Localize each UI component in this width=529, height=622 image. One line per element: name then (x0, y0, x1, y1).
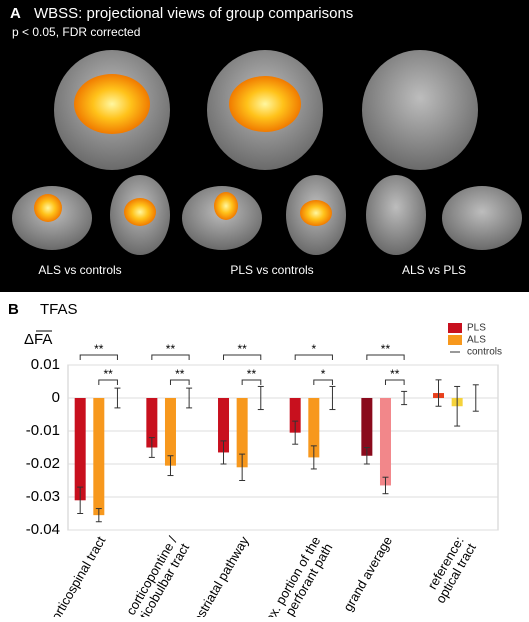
caption: ALS vs controls (38, 263, 121, 277)
bar (74, 398, 86, 501)
error-bar (472, 384, 479, 412)
error-bar (257, 385, 264, 411)
caption: PLS vs controls (230, 263, 313, 277)
bar (379, 398, 391, 486)
panel-letter: B (8, 301, 19, 318)
x-tick-line: grand average (340, 534, 395, 614)
error-bar (95, 508, 102, 523)
caption: ALS vs PLS (402, 263, 466, 277)
error-bar (401, 390, 408, 406)
significance-bracket (169, 379, 190, 385)
error-bar (382, 476, 389, 495)
bar (218, 398, 230, 453)
error-bar (435, 379, 442, 407)
bar (361, 398, 373, 456)
y-tick-label: -0.02 (26, 455, 60, 472)
error-bar (292, 420, 299, 445)
x-tick-label: corticospinal tract (45, 533, 109, 622)
significance-label: ** (381, 342, 391, 356)
significance-bracket (151, 354, 190, 360)
x-tick-label: corticopontine /corticobulbar tract (123, 533, 192, 622)
significance-label: * (321, 367, 326, 381)
y-tick-label: -0.04 (26, 521, 60, 538)
legend-swatch (448, 335, 462, 345)
bar (308, 398, 320, 458)
legend-label: controls (467, 347, 502, 358)
significance-bracket (313, 379, 333, 385)
x-tick-line: corticospinal tract (45, 533, 109, 617)
plot-frame (67, 364, 499, 531)
significance-label: ** (94, 342, 104, 356)
significance-label: ** (175, 367, 185, 381)
chart-title: TFAS (40, 301, 78, 318)
y-tick-label: 0 (52, 389, 60, 406)
x-tick-label: reference:optical tract (424, 534, 479, 606)
bar (164, 398, 176, 466)
significance-bracket (294, 354, 333, 360)
error-bar (77, 486, 84, 514)
legend-label: PLS (467, 323, 486, 334)
significance-label: * (311, 342, 316, 356)
significance-bracket (223, 354, 262, 360)
y-tick-label: -0.03 (26, 488, 60, 505)
panel-letter: A (10, 5, 21, 22)
error-bar (329, 385, 336, 411)
significance-bracket (384, 379, 405, 385)
error-bar (454, 385, 461, 427)
error-bar (114, 387, 121, 409)
bar (236, 398, 248, 468)
significance-label: ** (247, 367, 257, 381)
significance-label: ** (166, 342, 176, 356)
significance-bracket (98, 379, 118, 385)
error-bar (363, 447, 370, 465)
panel-title: WBSS: projectional views of group compar… (34, 5, 353, 22)
significance-bracket (241, 379, 262, 385)
significance-bracket (79, 354, 118, 360)
error-bar (148, 437, 155, 458)
panel-subtitle: p < 0.05, FDR corrected (12, 25, 140, 39)
significance-label: ** (103, 367, 113, 381)
error-bar (310, 445, 317, 470)
error-bar (239, 453, 246, 481)
legend-label: ALS (467, 335, 486, 346)
bar (289, 398, 301, 433)
error-bar (167, 455, 174, 477)
bar (146, 398, 158, 448)
y-tick-label: -0.01 (26, 422, 60, 439)
x-tick-label: grand average (340, 534, 395, 614)
bar (93, 398, 105, 516)
legend-swatch (448, 323, 462, 333)
error-bar (186, 387, 193, 409)
y-tick-label: 0.01 (31, 356, 60, 373)
significance-bracket (366, 354, 405, 360)
brain-images (12, 50, 522, 255)
significance-label: ** (237, 342, 247, 356)
significance-label: ** (390, 367, 400, 381)
error-bar (220, 440, 227, 465)
y-axis-label: ΔFA (24, 331, 52, 348)
